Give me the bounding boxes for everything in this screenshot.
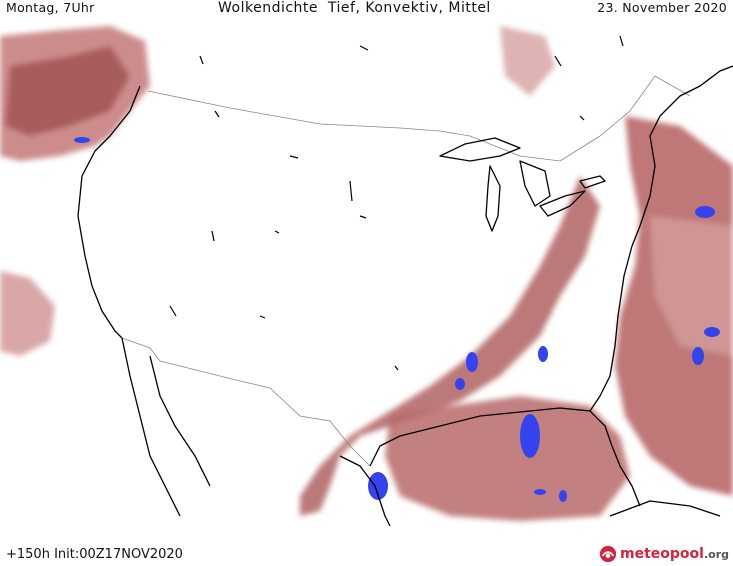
cloud-area-northwest-pacific-core: [5, 46, 130, 136]
convective-cell: [368, 472, 388, 500]
logo-text: meteopool: [620, 546, 704, 562]
convective-cells: [74, 137, 720, 502]
cloud-area-frontal-band: [300, 176, 600, 516]
small-lake: [214, 110, 220, 118]
coastline-pacific: [77, 85, 141, 339]
political-borders: [121, 75, 691, 467]
convective-cell: [559, 490, 567, 502]
convective-cell: [704, 327, 720, 337]
logo-tld: .org: [703, 547, 729, 561]
border-us-mexico: [121, 337, 371, 467]
convective-cell: [695, 206, 715, 218]
model-run-info: +150h Init:00Z17NOV2020: [6, 547, 183, 562]
small-lake: [199, 55, 204, 65]
lake-ontario: [579, 175, 606, 189]
cloud-area-pacific-west: [0, 271, 55, 356]
convective-cell: [692, 347, 704, 365]
small-lake: [289, 155, 299, 159]
lake-erie: [539, 190, 586, 217]
cloud-area-atlantic-light: [650, 216, 733, 356]
small-lake: [259, 315, 266, 319]
convective-cell: [466, 352, 478, 372]
coastline-mexico-gulf: [369, 407, 641, 507]
coastline-texas: [339, 455, 391, 526]
meteopool-logo[interactable]: meteopool .org: [599, 544, 729, 564]
coastline-florida: [589, 115, 661, 412]
small-lake: [274, 230, 280, 234]
small-lake: [169, 305, 177, 317]
convective-cell: [520, 414, 540, 458]
convective-cell: [455, 378, 465, 390]
lake-huron: [519, 160, 551, 207]
forecast-date-label: 23. November 2020: [597, 0, 727, 15]
cloud-area-gulf: [385, 396, 630, 521]
cloud-layer: [0, 26, 733, 521]
small-lake: [619, 35, 624, 47]
convective-cell: [74, 137, 90, 143]
convective-cell: [534, 489, 546, 495]
border-us-canada: [147, 75, 691, 162]
small-lake: [349, 180, 353, 202]
lake-superior: [439, 137, 521, 162]
coastline-yucatan: [609, 500, 721, 517]
small-lake: [579, 115, 585, 121]
small-lake: [394, 365, 399, 371]
cloud-area-great-lakes: [500, 26, 555, 96]
coastline-baja: [121, 337, 181, 517]
forecast-time-label: Montag, 7Uhr: [6, 0, 95, 15]
small-water-bodies: [169, 35, 624, 371]
small-lake: [359, 215, 367, 219]
convective-cell: [538, 346, 548, 362]
small-lake: [211, 230, 215, 242]
coastlines: [77, 65, 733, 526]
coastline-northeast: [659, 65, 733, 117]
small-lake: [554, 55, 562, 67]
map-title: Wolkendichte Tief, Konvektiv, Mittel: [218, 0, 491, 16]
small-lake: [359, 45, 369, 51]
meteopool-logo-icon: [599, 545, 617, 563]
lake-michigan: [485, 165, 501, 232]
cloud-density-map: [0, 26, 733, 526]
coastline-gulf-california: [149, 355, 211, 487]
